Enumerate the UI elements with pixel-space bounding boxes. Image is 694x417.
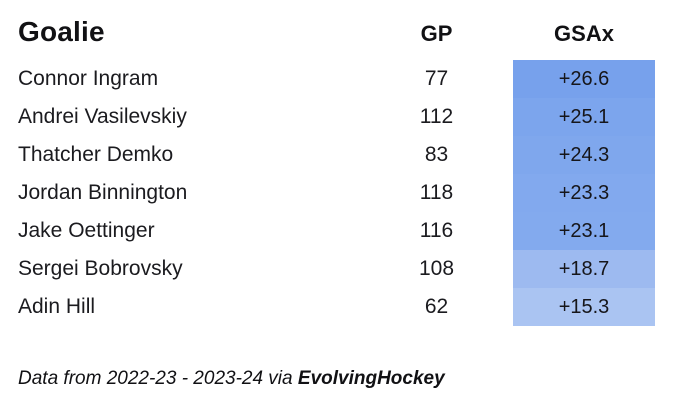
gp-value: 62 [424, 295, 449, 318]
gp-value: 108 [418, 257, 455, 280]
goalie-name: Jordan Binnington [18, 181, 188, 204]
table-row: Jordan Binnington 118 +23.3 [0, 174, 694, 212]
header-gp: GP [420, 21, 453, 46]
source-note-brand: EvolvingHockey [297, 368, 445, 389]
table-row: Andrei Vasilevskiy 112 +25.1 [0, 98, 694, 136]
gsax-cell: +18.7 [513, 250, 655, 288]
gp-value: 118 [419, 181, 454, 204]
gp-value: 83 [424, 143, 449, 166]
gsax-cell: +25.1 [513, 98, 655, 136]
header-gsax: GSAx [554, 21, 614, 46]
gsax-cell: +24.3 [513, 136, 655, 174]
table-row: Jake Oettinger 116 +23.1 [0, 212, 694, 250]
table-row: Adin Hill 62 +15.3 [0, 288, 694, 326]
gp-value: 77 [424, 67, 449, 90]
gp-value: 116 [419, 219, 454, 242]
table-row: Sergei Bobrovsky 108 +18.7 [0, 250, 694, 288]
table-row: Thatcher Demko 83 +24.3 [0, 136, 694, 174]
table-header-row: Goalie GP GSAx [0, 0, 694, 60]
gsax-cell: +15.3 [513, 288, 655, 326]
goalie-name: Connor Ingram [18, 67, 159, 90]
gsax-cell: +23.3 [513, 174, 655, 212]
source-note-text: Data from 2022-23 - 2023-24 via [18, 368, 298, 389]
table-row: Connor Ingram 77 +26.6 [0, 60, 694, 98]
gp-value: 112 [419, 105, 454, 128]
header-goalie: Goalie [18, 16, 105, 47]
goalie-name: Thatcher Demko [18, 143, 174, 166]
gsax-cell: +23.1 [513, 212, 655, 250]
goalie-name: Adin Hill [18, 295, 96, 318]
gsax-cell: +26.6 [513, 60, 655, 98]
source-note: Data from 2022-23 - 2023-24 via Evolving… [18, 368, 445, 390]
goalie-name: Sergei Bobrovsky [18, 257, 183, 280]
table-body: Connor Ingram 77 +26.6 Andrei Vasilevski… [0, 60, 694, 326]
goalie-name: Jake Oettinger [18, 219, 155, 242]
goalie-name: Andrei Vasilevskiy [18, 105, 187, 128]
